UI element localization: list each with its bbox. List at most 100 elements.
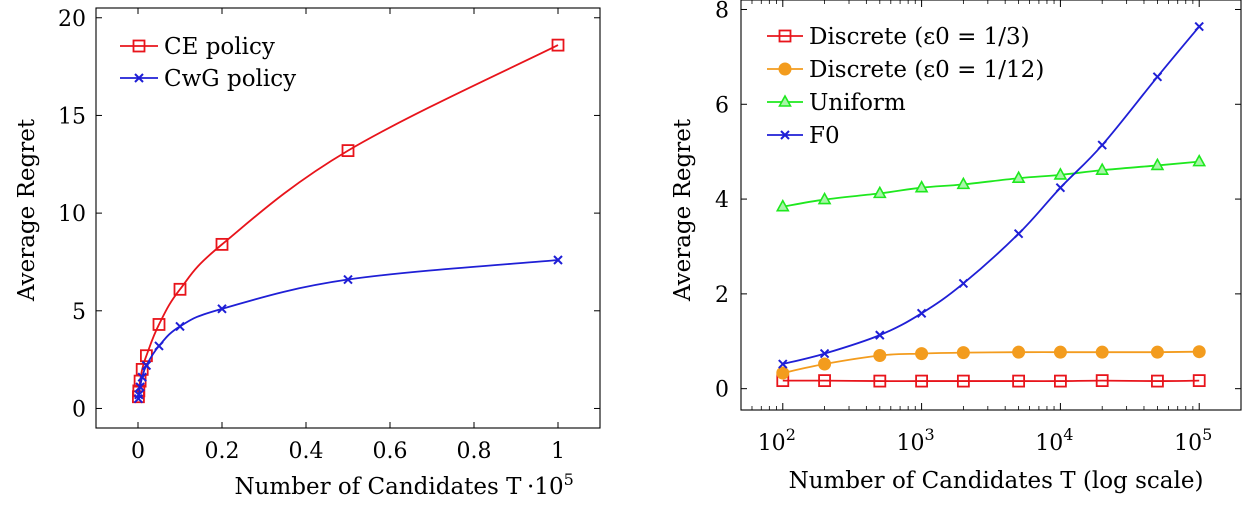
- right-y-tick-label: 8: [715, 0, 729, 23]
- right-series-3-point: [1192, 153, 1207, 167]
- left-x-tick-label: 0.4: [289, 439, 324, 464]
- right-series-4-point: [958, 278, 969, 289]
- right-series-1-point: [1054, 374, 1067, 388]
- left-legend-marker-2: [134, 73, 144, 83]
- right-legend-label-2: Discrete (ε0 = 1/12): [809, 57, 1044, 83]
- left-series-2-point: [137, 372, 147, 382]
- right-series-3-point: [1095, 162, 1110, 175]
- left-y-tick-label: 10: [58, 202, 86, 227]
- left-series-2-point: [553, 255, 563, 265]
- left-series-2-point: [175, 321, 185, 332]
- right-series-2-point: [1012, 345, 1026, 359]
- right-legend-label-4: F0: [809, 123, 840, 149]
- left-x-axis-label: Number of Candidates T: [234, 474, 522, 500]
- right-series-2-point: [818, 357, 832, 371]
- right-y-tick-label: 4: [715, 188, 729, 213]
- left-y-tick-label: 5: [72, 300, 86, 325]
- right-legend-marker-4: [780, 130, 790, 140]
- right-series-2-point: [1150, 345, 1164, 359]
- left-y-tick-label: 15: [58, 104, 86, 129]
- left-series-1-point: [152, 318, 166, 331]
- right-series-2-point: [915, 347, 929, 361]
- right-series-2-point: [776, 366, 790, 380]
- right-series-4-point: [1013, 228, 1024, 239]
- left-legend-label-1: CE policy: [164, 34, 275, 60]
- right-x-tick-label: 104: [1035, 425, 1073, 456]
- right-y-tick-label: 6: [715, 93, 729, 118]
- right-series-3-point: [817, 191, 832, 205]
- right-series-2-point: [1095, 345, 1109, 359]
- right-series-4-point: [1152, 72, 1163, 82]
- right-series-3-point: [872, 185, 887, 199]
- left-x-multiplier: ·105: [527, 470, 574, 500]
- left-y-tick-label: 0: [72, 397, 86, 422]
- right-legend-label-1: Discrete (ε0 = 1/3): [809, 24, 1030, 50]
- left-x-tick-label: 0: [131, 439, 145, 464]
- right-series-4-point: [819, 348, 830, 359]
- right-legend-label-3: Uniform: [809, 90, 906, 116]
- left-y-axis-label: Average Regret: [14, 118, 40, 302]
- right-series-4-point: [778, 359, 788, 369]
- left-series-1-point: [551, 38, 565, 52]
- right-series-3-point: [914, 180, 929, 193]
- right-series-3-point: [1150, 157, 1165, 171]
- right-series-1-point: [1192, 374, 1206, 388]
- left-x-tick-label: 0.6: [373, 439, 408, 464]
- right-series-line-2: [782, 350, 1200, 374]
- left-series-1-point: [173, 282, 187, 296]
- left-y-tick-label: 20: [58, 7, 86, 32]
- left-series-1-point: [215, 237, 229, 251]
- left-x-tick-label: 0.2: [205, 439, 240, 464]
- right-series-2-point: [873, 348, 887, 362]
- right-x-tick-label: 105: [1174, 425, 1212, 456]
- left-series-2-point: [343, 274, 353, 285]
- right-series-1-point: [915, 374, 928, 388]
- right-series-4-point: [916, 308, 927, 319]
- left-legend-marker-1: [132, 39, 146, 53]
- right-y-axis-label: Average Regret: [670, 118, 696, 302]
- right-series-1-point: [1151, 374, 1164, 388]
- right-chart-plot-area: 102 103 104 105 0 2 4 6 8 Discrete (ε0 = 1/3) Disc…: [715, 0, 1242, 456]
- right-series-1-point: [818, 374, 831, 388]
- right-series-2-point: [956, 346, 970, 360]
- left-x-tick-label: 1: [551, 439, 565, 464]
- left-axes-frame: [95, 7, 601, 429]
- right-y-tick-label: 2: [715, 283, 729, 308]
- right-series-3-point: [956, 176, 971, 190]
- right-series-line-1: [782, 379, 1200, 383]
- right-series-4-point: [1097, 140, 1107, 150]
- right-series-1-point: [1095, 374, 1109, 388]
- right-series-1-point: [1012, 374, 1026, 388]
- right-series-line-3: [782, 160, 1200, 208]
- left-series-2-point: [141, 360, 152, 371]
- left-series-line-1: [137, 44, 559, 397]
- left-legend-label-2: CwG policy: [164, 66, 296, 92]
- right-series-2-point: [1053, 345, 1067, 359]
- right-series-1-point: [956, 374, 970, 388]
- right-legend-marker-3: [778, 94, 792, 107]
- right-x-axis-label: Number of Candidates T (log scale): [789, 468, 1204, 494]
- right-series-4-point: [1194, 21, 1204, 32]
- left-series-2-point: [217, 304, 227, 314]
- left-series-1-point: [341, 144, 355, 158]
- right-legend-marker-1: [778, 29, 792, 43]
- right-axes-frame: [740, 0, 1242, 411]
- left-series-2-point: [134, 390, 144, 400]
- right-x-tick-label: 102: [758, 425, 796, 456]
- right-y-tick-label: 0: [715, 378, 729, 403]
- right-series-3-point: [1053, 167, 1068, 180]
- right-series-4-point: [1055, 182, 1066, 193]
- left-series-2-point: [154, 341, 164, 351]
- right-series-3-point: [1011, 170, 1026, 184]
- right-x-tick-label: 103: [897, 425, 935, 456]
- right-series-3-point: [775, 198, 790, 212]
- right-series-1-point: [873, 374, 887, 388]
- right-series-line-4: [782, 25, 1200, 365]
- left-x-tick-label: 0.8: [457, 439, 492, 464]
- right-legend-marker-2: [778, 62, 792, 76]
- right-series-2-point: [1192, 345, 1206, 359]
- left-series-2-point: [135, 382, 145, 392]
- right-series-4-point: [875, 330, 885, 340]
